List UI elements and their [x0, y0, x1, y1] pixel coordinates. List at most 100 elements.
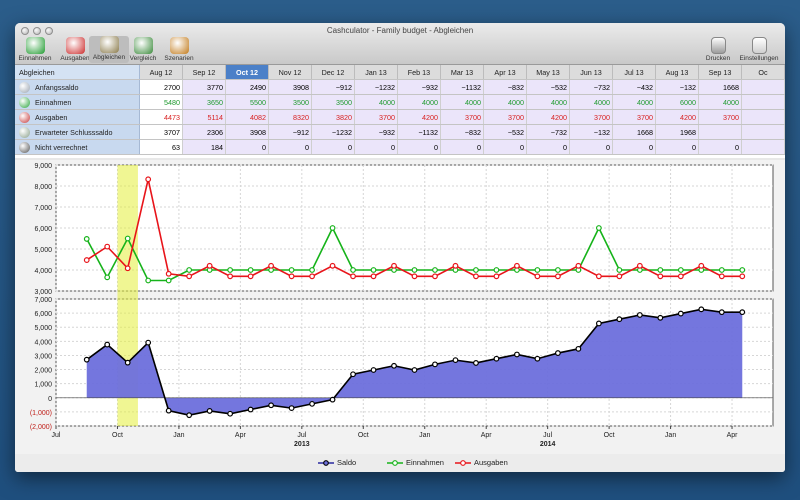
ausgaben-point: [473, 273, 479, 280]
table-cell: 0: [441, 140, 484, 154]
einnahmen-point: [370, 267, 377, 273]
legend-label: Saldo: [337, 458, 357, 467]
saldo-point: [718, 309, 725, 316]
einnahmen-point: [104, 274, 111, 281]
row-icon: [19, 81, 30, 93]
x-tick-label: Jul: [52, 432, 61, 439]
table-cell: 3908: [269, 80, 312, 94]
einnahmen-point: [145, 277, 152, 284]
zoom-window-button[interactable]: [45, 27, 53, 35]
table-cell: 3700: [484, 110, 527, 124]
table-row: Nicht verrechnet 63 184 0 0 0 0 0 0 0 0 0 0 0 0: [15, 140, 785, 155]
table-cell: 3700: [699, 110, 742, 124]
month-column-header[interactable]: Sep 13: [699, 65, 742, 79]
reconcile-table: Abgleichen Aug 12 Sep 12 Oct 12 Nov 12 Dec 12…: [15, 65, 785, 158]
table-cell: −1232: [312, 125, 355, 139]
saldo-point: [391, 362, 397, 369]
saldo-point: [555, 350, 561, 356]
einnahmen-point: [124, 235, 131, 242]
month-column-header[interactable]: Jan 13: [355, 65, 398, 79]
month-column-header[interactable]: Sep 12: [183, 65, 226, 79]
month-column-header[interactable]: Jun 13: [570, 65, 613, 79]
month-column-header[interactable]: May 13: [527, 65, 570, 79]
table-cell: 3820: [312, 110, 355, 124]
saldo-point: [370, 367, 377, 373]
month-column-header[interactable]: Dec 12: [312, 65, 355, 79]
table-cell: 0: [656, 140, 699, 154]
table-cell: 0: [613, 140, 656, 154]
table-cell: [742, 95, 785, 109]
toolbar-vergleich-button[interactable]: Vergleich: [125, 37, 161, 62]
toolbar-einstellungen-button[interactable]: Einstellungen: [737, 37, 781, 62]
legend-item: Saldo: [318, 458, 356, 467]
saldo-point: [514, 351, 520, 358]
table-cell: 4200: [656, 110, 699, 124]
month-column-header[interactable]: Jul 13: [613, 65, 656, 79]
ausgaben-point: [616, 273, 623, 280]
ausgaben-point: [555, 273, 561, 280]
row-icon: [19, 111, 30, 123]
ausgaben-point: [452, 262, 459, 269]
table-row: Einnahmen 5480 3650 5500 3500 3500 4000 4000 400…: [15, 95, 785, 110]
vergleich-icon: [133, 37, 153, 54]
table-cell: 3700: [355, 110, 398, 124]
table-cell: [742, 125, 785, 139]
einnahmen-point: [186, 267, 193, 273]
month-column-header[interactable]: Mar 13: [441, 65, 484, 79]
ausgaben-point: [636, 262, 643, 269]
saldo-point: [165, 407, 172, 414]
table-cell: 3700: [441, 110, 484, 124]
einnahmen-icon: [25, 37, 45, 54]
table-cell: 3770: [183, 80, 226, 94]
table-cell: 5114: [183, 110, 226, 124]
month-column-header[interactable]: Oc: [742, 65, 785, 79]
x-tick-label: Oct: [112, 432, 123, 439]
einnahmen-point: [493, 267, 500, 273]
toolbar-einnahmen-button[interactable]: Einnahmen: [17, 37, 53, 62]
table-cell: 0: [484, 140, 527, 154]
einnahmen-point: [247, 267, 254, 273]
month-column-header[interactable]: Nov 12: [269, 65, 312, 79]
legend-swatch: [455, 459, 471, 466]
toolbar-abgleichen-button[interactable]: Abgleichen: [89, 36, 129, 63]
einnahmen-point: [329, 225, 336, 231]
close-window-button[interactable]: [21, 27, 29, 35]
ausgaben-point: [432, 273, 438, 280]
einnahmen-point: [555, 267, 561, 273]
ausgaben-point: [575, 262, 582, 269]
table-cell: −932: [355, 125, 398, 139]
table-cell: 0: [269, 140, 312, 154]
y-tick-label: 4,000: [34, 339, 52, 346]
y-tick-label: 1,000: [34, 382, 52, 389]
table-cell: −832: [441, 125, 484, 139]
saldo-point: [206, 408, 213, 414]
month-column-header[interactable]: Aug 12: [140, 65, 183, 79]
ausgaben-point: [268, 262, 275, 269]
table-cell: 1668: [699, 80, 742, 94]
y-tick-label: 3,000: [34, 289, 52, 296]
table-cell[interactable]: 2700: [140, 80, 183, 94]
month-column-header[interactable]: Aug 13: [656, 65, 699, 79]
legend: Saldo Einnahmen Ausgaben: [15, 454, 785, 472]
einnahmen-point: [473, 267, 479, 273]
month-column-header[interactable]: Apr 13: [484, 65, 527, 79]
table-row: Anfangssaldo 2700 3770 2490 3908 −912 −1232 −93…: [15, 80, 785, 95]
month-column-header[interactable]: Feb 13: [398, 65, 441, 79]
toolbar-ausgaben-button[interactable]: Ausgaben: [57, 37, 93, 62]
row-label: Erwarteter Schlusssaldo: [15, 125, 140, 139]
month-column-header[interactable]: Oct 12: [226, 65, 269, 79]
ausgaben-point: [247, 273, 254, 280]
window-title: Cashculator - Family budget - Abgleichen: [326, 26, 474, 35]
toolbar-drucken-button[interactable]: Drucken: [701, 37, 735, 62]
minimize-window-button[interactable]: [33, 27, 41, 35]
table-header-row: Abgleichen Aug 12 Sep 12 Oct 12 Nov 12 Dec 12…: [15, 65, 785, 80]
y-tick-label: 0: [48, 396, 52, 403]
saldo-point: [636, 312, 643, 318]
ausgaben-point: [145, 176, 152, 183]
table-cell: [742, 140, 785, 154]
toolbar-szenarien-button[interactable]: Szenarien: [161, 37, 197, 62]
legend-swatch-marker: [460, 459, 466, 466]
table-cell: −732: [570, 80, 613, 94]
table-cell: −1132: [398, 125, 441, 139]
table-cell: 0: [312, 140, 355, 154]
